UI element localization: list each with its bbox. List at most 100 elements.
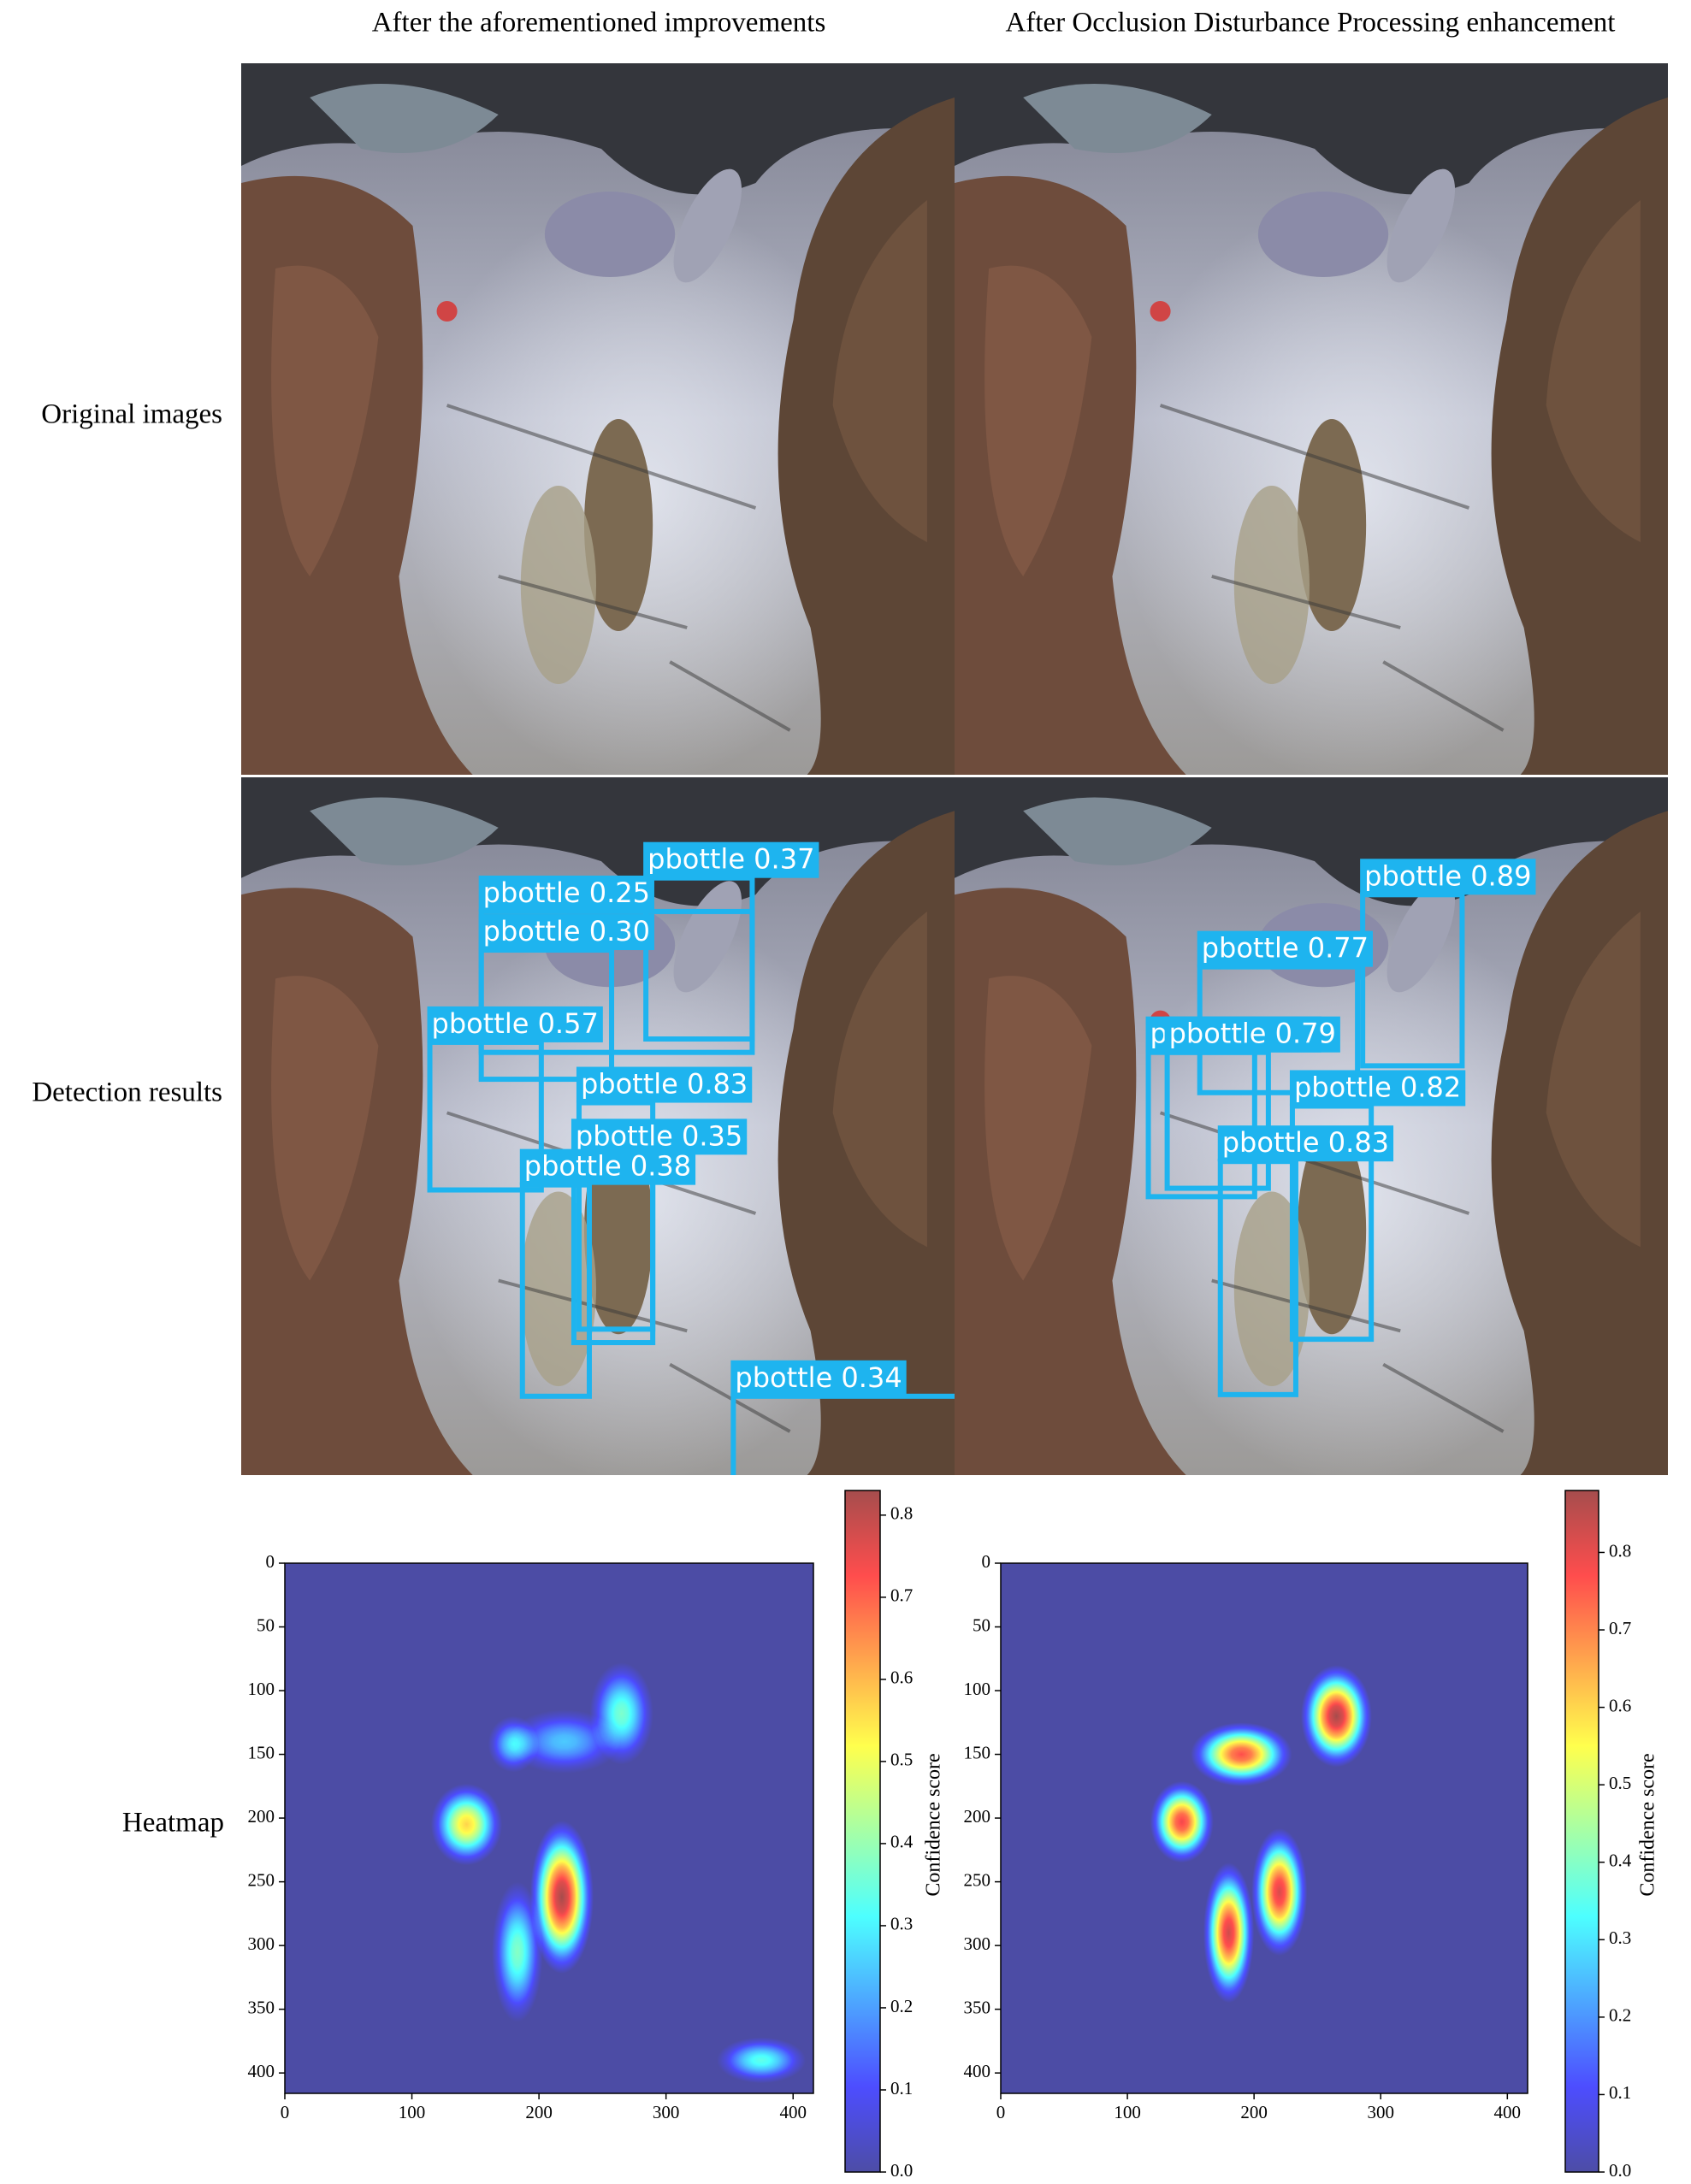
heatmap-blob <box>492 1881 543 2022</box>
colorbar-tick-label: 0.1 <box>890 2078 913 2098</box>
heatmap-blob <box>529 1821 594 1974</box>
x-tick-label: 300 <box>1367 2102 1394 2122</box>
y-tick-label: 400 <box>964 2061 991 2081</box>
detection-label-bg <box>519 1148 696 1185</box>
row-label: Original images <box>41 399 222 430</box>
y-tick-label: 250 <box>964 1869 991 1890</box>
detection-label: pbottle 0.37 <box>647 843 814 876</box>
detection-label-bg <box>1360 859 1536 895</box>
y-tick-label: 0 <box>982 1551 991 1572</box>
heatmap-blob <box>1150 1780 1214 1863</box>
detection-label: pbottle 0.25 <box>483 877 650 909</box>
column-title: After Occlusion Disturbance Processing e… <box>1006 8 1616 38</box>
x-tick-label: 400 <box>1494 2102 1522 2122</box>
colorbar-tick-label: 0.5 <box>1609 1773 1631 1793</box>
row-label: Heatmap <box>122 1808 224 1839</box>
colorbar-tick-label: 0.7 <box>890 1585 913 1606</box>
detection-label-bg <box>478 875 654 912</box>
y-tick-label: 300 <box>964 1933 991 1954</box>
detection-label-bg <box>1289 1070 1466 1107</box>
y-tick-label: 100 <box>248 1679 275 1699</box>
y-tick-label: 50 <box>257 1614 275 1635</box>
colorbar-tick-label: 0.8 <box>890 1503 913 1524</box>
colorbar-label: Confidence score <box>1637 1753 1659 1896</box>
x-tick-label: 300 <box>653 2102 680 2122</box>
y-tick-label: 150 <box>964 1742 991 1762</box>
detection-label-bg <box>730 1360 907 1396</box>
detection-label: pbottle 0.83 <box>1222 1126 1389 1159</box>
colorbar-tick-label: 0.0 <box>1609 2160 1631 2181</box>
colorbar-tick-label: 0.3 <box>890 1914 913 1934</box>
colorbar-tick-label: 0.4 <box>1609 1850 1632 1871</box>
detection-label-bg <box>571 1119 748 1155</box>
original-image <box>241 63 955 782</box>
colorbar-tick-label: 0.6 <box>890 1668 913 1688</box>
y-tick-label: 200 <box>964 1806 991 1827</box>
heatmap-blob <box>1203 1862 1255 2004</box>
colorbar-tick-label: 0.2 <box>1609 2005 1631 2026</box>
heatmap-blob <box>1251 1828 1308 1957</box>
colorbar-tick-label: 0.7 <box>1609 1618 1631 1638</box>
x-tick-label: 200 <box>1240 2102 1268 2122</box>
heatmap-background <box>1001 1563 1528 2093</box>
colorbar-tick-label: 0.1 <box>1609 2082 1631 2103</box>
colorbar <box>844 1490 881 2173</box>
colorbar-tick-label: 0.0 <box>890 2160 913 2181</box>
detection-box <box>1360 892 1465 1069</box>
y-tick-label: 0 <box>266 1551 275 1572</box>
heatmap-blob <box>1300 1665 1372 1768</box>
detection-label-bg <box>643 841 819 878</box>
colorbar-tick-label: 0.2 <box>890 1996 913 2016</box>
heatmap <box>1001 1563 1528 2093</box>
heatmap-blob <box>488 1715 540 1773</box>
detection-label-bg <box>478 914 654 951</box>
detection-label-bg <box>1217 1125 1394 1162</box>
row-label: Detection results <box>32 1077 222 1108</box>
heatmap-blob <box>1191 1722 1292 1786</box>
colorbar-tick-label: 0.8 <box>1609 1540 1631 1561</box>
x-tick-label: 100 <box>1114 2102 1141 2122</box>
x-tick-label: 0 <box>281 2102 290 2122</box>
y-tick-label: 150 <box>248 1742 275 1762</box>
colorbar-tick-label: 0.3 <box>1609 1927 1631 1948</box>
x-tick-label: 400 <box>779 2102 807 2122</box>
detection-label-bg <box>1197 930 1373 967</box>
y-tick-label: 250 <box>248 1869 275 1890</box>
colorbar-label: Confidence score <box>923 1753 945 1896</box>
heatmap-blob <box>717 2037 807 2084</box>
plot-frame <box>284 1562 814 2094</box>
y-tick-label: 100 <box>964 1679 991 1699</box>
y-tick-label: 400 <box>248 2061 275 2081</box>
detection-label-bg <box>576 1066 753 1103</box>
detection-label-bg <box>427 1006 603 1042</box>
colorbar-tick-label: 0.5 <box>890 1750 913 1770</box>
detection-label: pbottle 0.35 <box>576 1119 742 1152</box>
y-tick-label: 350 <box>248 1997 275 2017</box>
detection-label: pbottle 0.34 <box>735 1361 902 1394</box>
detection-label: pbottle 0.89 <box>1364 859 1531 892</box>
heatmap <box>285 1563 813 2093</box>
column-title: After the aforementioned improvements <box>372 8 826 38</box>
detection-label: pbottle 0.77 <box>1202 932 1369 965</box>
heatmap-blob <box>430 1783 503 1866</box>
colorbar <box>1564 1490 1599 2173</box>
x-tick-label: 0 <box>996 2102 1006 2122</box>
detection-label: pbottle 0.57 <box>432 1007 599 1040</box>
y-tick-label: 350 <box>964 1997 991 2017</box>
y-tick-label: 300 <box>248 1933 275 1954</box>
y-tick-label: 50 <box>973 1614 990 1635</box>
plot-frame <box>1000 1562 1528 2094</box>
detection-label: pbottle 0.38 <box>524 1150 691 1183</box>
detection-label: pbottle 0.79 <box>1169 1018 1336 1050</box>
detection-label-bg <box>1164 1016 1340 1053</box>
x-tick-label: 100 <box>399 2102 426 2122</box>
detection-label: pbottle 0.83 <box>581 1068 748 1101</box>
colorbar-tick-label: 0.6 <box>1609 1695 1631 1715</box>
x-tick-label: 200 <box>525 2102 553 2122</box>
detection-label: pbottle 0.30 <box>483 915 650 947</box>
